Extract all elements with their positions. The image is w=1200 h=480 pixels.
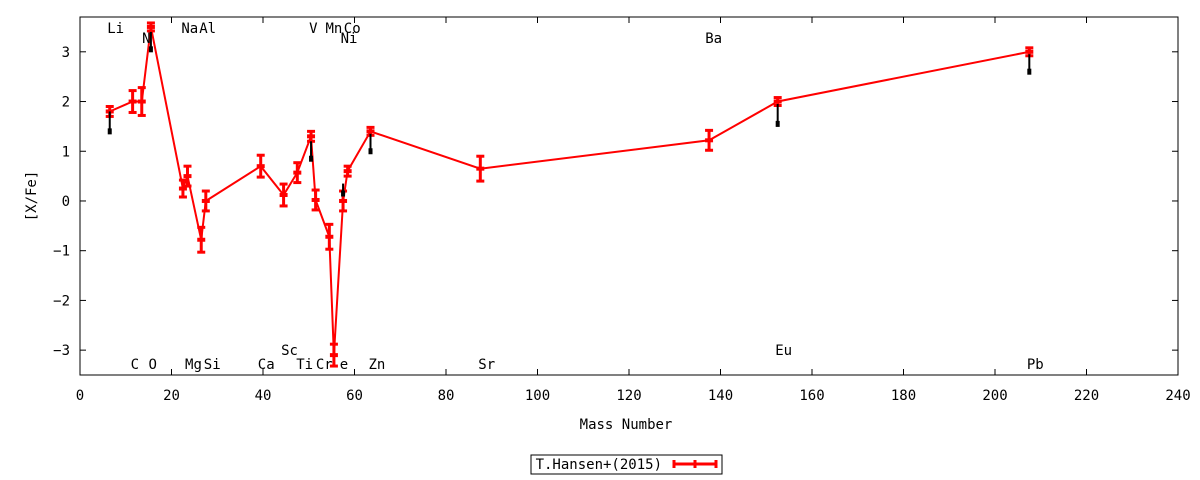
data-point [343, 164, 352, 178]
element-label: N [142, 31, 150, 47]
reference-marker-point [368, 148, 373, 155]
data-point [311, 188, 320, 212]
reference-marker-point [341, 190, 346, 197]
data-point [197, 225, 206, 254]
y-tick-label: 3 [62, 45, 70, 61]
element-label: Sc [281, 343, 298, 359]
x-tick-label: 160 [799, 388, 824, 404]
data-point [476, 154, 485, 183]
legend-box [530, 454, 723, 475]
data-point [178, 178, 187, 199]
data-point [307, 129, 316, 143]
element-label: Co [344, 21, 361, 37]
element-label: Ti [296, 357, 313, 373]
element-label: Ni [341, 31, 358, 47]
element-label: Na [181, 21, 198, 37]
data-point [705, 128, 714, 152]
data-point [128, 89, 137, 114]
element-label: O [149, 357, 157, 373]
x-tick-label: 140 [708, 388, 733, 404]
x-tick-label: 220 [1074, 388, 1099, 404]
x-tick-label: 200 [982, 388, 1007, 404]
legend-swatch [672, 460, 718, 468]
element-label: V [309, 21, 318, 37]
data-point [256, 153, 265, 179]
legend: T.Hansen+(2015) [530, 454, 723, 475]
y-axis-title: [X/Fe] [24, 171, 40, 222]
element-label: C [131, 357, 139, 373]
element-label: Ba [705, 31, 722, 47]
x-axis: 0 20 40 60 80 100 120 140 160 180 200 220 240 [76, 17, 1191, 404]
data-point [293, 161, 302, 185]
y-tick-label: −3 [53, 343, 70, 359]
y-tick-label: −2 [53, 293, 70, 309]
legend-label: T.Hansen+(2015) [536, 457, 662, 473]
data-point [201, 189, 210, 213]
marker-layer [107, 31, 1032, 197]
series-line [109, 26, 1030, 356]
element-label: Sr [478, 357, 495, 373]
reference-marker-point [775, 120, 780, 127]
plot-border [79, 16, 1179, 376]
x-tick-label: 80 [438, 388, 455, 404]
x-axis-title: Mass Number [580, 417, 673, 433]
y-tick-label: 1 [62, 144, 70, 160]
element-label: Mn [325, 21, 342, 37]
data-point [279, 182, 288, 208]
x-tick-label: 100 [525, 388, 550, 404]
x-tick-label: 0 [76, 388, 84, 404]
element-label: Cr [316, 357, 333, 373]
data-point [183, 164, 192, 188]
element-label: Zn [368, 357, 385, 373]
plot-frame [79, 16, 1179, 376]
reference-marker-point [1027, 68, 1032, 75]
reference-marker-point [148, 46, 153, 53]
x-tick-label: 40 [255, 388, 272, 404]
element-label: Ca [258, 357, 275, 373]
element-label: Li [107, 21, 124, 37]
reference-marker-point [309, 155, 314, 162]
element-label: Al [199, 21, 216, 37]
data-point [329, 342, 338, 368]
reference-marker-point [107, 128, 112, 135]
element-label: Si [204, 357, 221, 373]
y-tick-label: −1 [53, 244, 70, 260]
y-axis: −3 −2 −1 0 1 2 3 [53, 45, 1178, 359]
x-tick-label: 240 [1165, 388, 1190, 404]
x-tick-label: 60 [346, 388, 363, 404]
y-tick-label: 0 [62, 194, 70, 210]
x-tick-label: 180 [891, 388, 916, 404]
x-tick-label: 20 [163, 388, 180, 404]
element-label: e [340, 357, 348, 373]
y-tick-label: 2 [62, 95, 70, 111]
data-point [325, 222, 334, 251]
element-label: Mg [185, 357, 202, 373]
x-tick-label: 120 [616, 388, 641, 404]
data-point [146, 21, 155, 33]
series-layer [105, 21, 1034, 368]
element-label: Eu [775, 343, 792, 359]
data-point [137, 86, 146, 117]
element-label: Pb [1027, 357, 1044, 373]
